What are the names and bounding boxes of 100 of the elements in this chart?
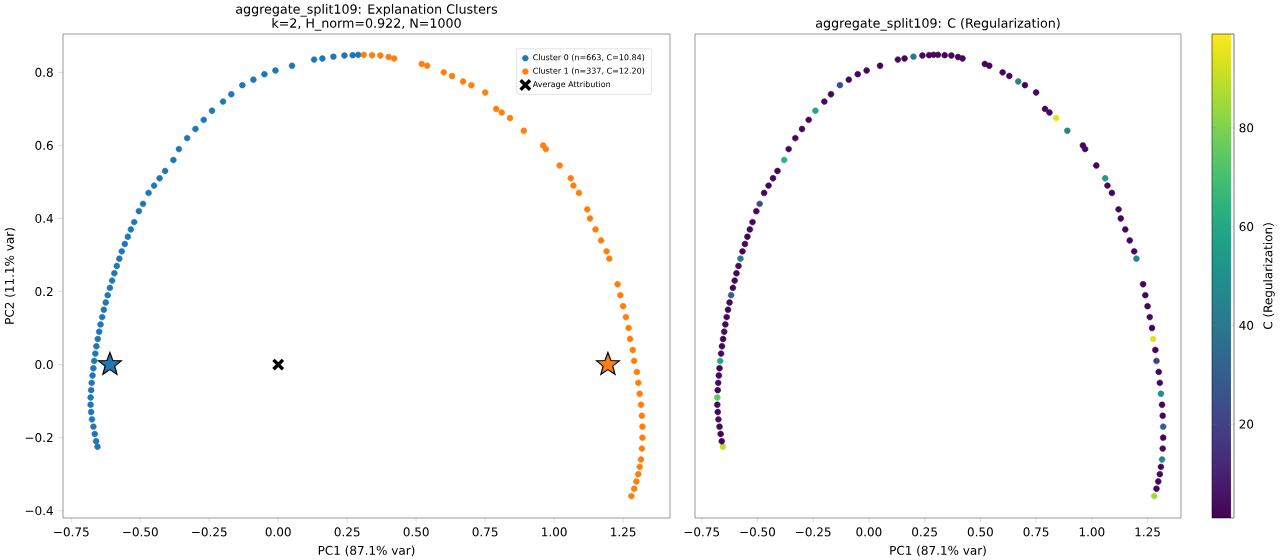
point (130, 218, 138, 226)
x-tick-label: 0.50 (967, 527, 993, 537)
point (271, 358, 285, 372)
legend-label: Average Attribution (532, 80, 611, 89)
point (88, 379, 95, 387)
point (637, 401, 645, 408)
y-tick-label: 0.4 (35, 213, 53, 223)
point (520, 127, 527, 134)
point (360, 51, 367, 59)
point (90, 423, 97, 430)
point (638, 412, 646, 419)
point (161, 167, 169, 175)
x-axis-title: PC1 (87.1% var) (318, 545, 415, 557)
point (622, 313, 630, 321)
point (127, 226, 135, 233)
legend-label: Cluster 1 (n=337, C=12.20) (533, 67, 645, 75)
point (330, 53, 337, 60)
x-tick-label: 0.25 (334, 527, 360, 537)
point (200, 116, 207, 124)
x-tick-label: −0.75 (54, 527, 89, 537)
point (636, 463, 643, 471)
point (617, 291, 624, 299)
x-tick-label: 0.75 (1023, 527, 1049, 537)
point (219, 98, 227, 105)
point (377, 52, 384, 59)
point (170, 156, 177, 164)
point (319, 55, 326, 62)
point (183, 134, 191, 142)
point (208, 107, 216, 114)
point (459, 78, 467, 85)
point (567, 175, 574, 182)
point (638, 445, 646, 452)
point (635, 379, 642, 387)
point (87, 386, 95, 394)
point (139, 200, 147, 208)
point (355, 51, 362, 59)
x-tick-label: −0.25 (796, 527, 831, 537)
point (87, 394, 94, 401)
point (97, 321, 104, 328)
color-bar-label: 80 (1239, 123, 1254, 133)
point (261, 70, 268, 78)
point (542, 145, 550, 153)
point (633, 368, 641, 376)
point (349, 51, 356, 59)
point (341, 52, 348, 59)
x-axis-title: PC1 (87.1% var) (890, 545, 986, 557)
x-tick-label: 0.00 (856, 527, 882, 537)
point (630, 357, 638, 365)
point (614, 281, 621, 288)
point (104, 291, 111, 299)
point (106, 284, 114, 292)
point (492, 105, 500, 113)
x-tick-label: −0.25 (192, 527, 227, 537)
color-bar-title: C (Regularization) (1263, 223, 1275, 330)
point (228, 91, 235, 98)
point (440, 69, 447, 76)
point (506, 114, 514, 122)
y-tick-label: 0.8 (35, 67, 53, 77)
y-tick-label: 0.0 (35, 360, 53, 370)
point (468, 81, 475, 89)
point (575, 189, 583, 197)
y-tick-label: −0.4 (25, 506, 53, 516)
x-tick-label: 0.25 (912, 527, 937, 537)
point (192, 125, 199, 133)
y-tick-label: −0.2 (25, 433, 53, 443)
point (637, 456, 645, 463)
point (124, 233, 132, 240)
point (90, 357, 98, 365)
x-tick-label: 1.00 (542, 527, 567, 537)
point (116, 255, 123, 262)
point (368, 51, 376, 59)
point (88, 416, 96, 423)
y-axis-title: PC2 (11.1% var) (4, 228, 16, 324)
point (630, 485, 638, 492)
point (92, 350, 99, 357)
point (94, 443, 101, 450)
point (619, 302, 627, 310)
chart-title: aggregate_split109: C (Regularization) (816, 18, 1060, 31)
point (87, 408, 95, 416)
point (108, 277, 116, 284)
point (603, 248, 610, 255)
x-tick-label: −0.50 (123, 527, 158, 537)
x-tick-label: −0.75 (684, 527, 720, 537)
point (629, 346, 636, 354)
color-bar-label: 40 (1239, 320, 1254, 330)
point (586, 215, 594, 222)
point (639, 434, 646, 441)
x-tick-label: 0.75 (472, 527, 498, 537)
point (272, 67, 279, 74)
point (90, 365, 97, 372)
point (288, 62, 296, 69)
point (94, 335, 101, 343)
x-tick-label: 1.25 (611, 527, 636, 537)
point (584, 206, 591, 213)
x-tick-label: 0.50 (403, 527, 429, 537)
point (95, 328, 103, 335)
point (625, 324, 632, 332)
point (639, 423, 646, 430)
point (498, 109, 505, 116)
point (239, 81, 246, 89)
